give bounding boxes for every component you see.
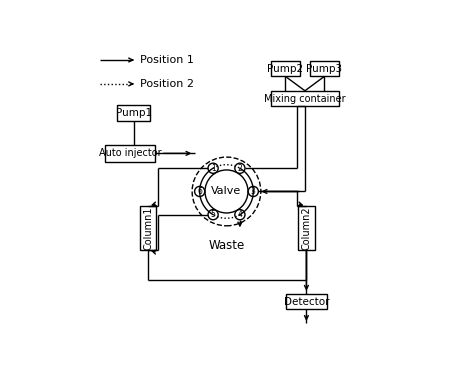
Bar: [298, 206, 315, 250]
Text: Mixing container: Mixing container: [264, 94, 346, 104]
Text: Pump2: Pump2: [267, 64, 303, 74]
Text: Valve: Valve: [211, 187, 242, 196]
Circle shape: [208, 210, 218, 220]
Text: 3: 3: [251, 187, 256, 196]
Text: Pump3: Pump3: [306, 64, 342, 74]
Circle shape: [248, 186, 258, 197]
Bar: [271, 91, 338, 106]
Circle shape: [208, 163, 218, 173]
Bar: [106, 145, 155, 161]
Text: Position 2: Position 2: [140, 79, 194, 89]
Text: Auto injector: Auto injector: [99, 148, 162, 158]
Bar: [140, 206, 156, 250]
Text: 1: 1: [211, 164, 216, 173]
Circle shape: [235, 163, 245, 173]
Text: Waste: Waste: [209, 239, 245, 252]
Text: 5: 5: [210, 210, 216, 219]
Text: 6: 6: [197, 187, 202, 196]
Circle shape: [235, 210, 245, 220]
Text: Column2: Column2: [301, 206, 311, 250]
Bar: [310, 61, 338, 76]
Bar: [271, 61, 300, 76]
Text: Column1: Column1: [143, 206, 153, 250]
Bar: [118, 105, 150, 121]
Text: Position 1: Position 1: [140, 55, 194, 65]
Circle shape: [195, 186, 205, 197]
Text: Pump1: Pump1: [116, 108, 152, 118]
Text: Detector: Detector: [283, 297, 329, 307]
Bar: [286, 294, 327, 310]
Text: 4: 4: [237, 210, 242, 219]
Text: 2: 2: [237, 164, 242, 173]
